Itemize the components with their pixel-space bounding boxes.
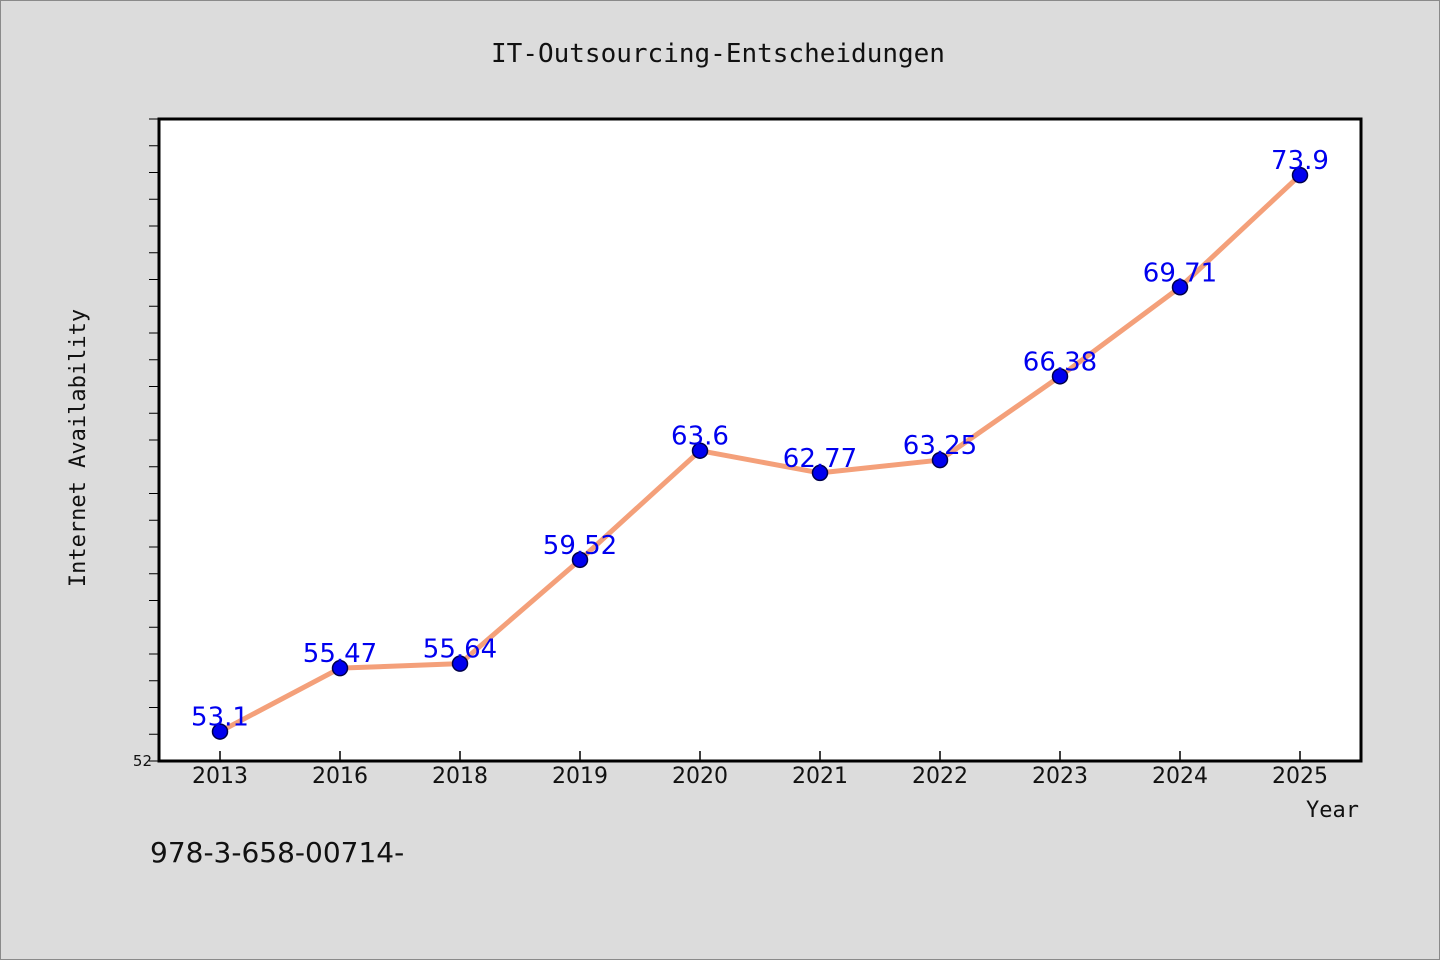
data-point	[211, 723, 229, 740]
data-label: 62.77	[783, 444, 857, 474]
data-point	[1291, 166, 1309, 184]
footer-code: 978-3-658-00714-	[150, 836, 404, 869]
data-point	[691, 442, 709, 459]
data-label: 63.6	[671, 422, 729, 452]
x-axis-label: Year	[1306, 798, 1359, 823]
data-label: 55.64	[423, 635, 497, 665]
x-tick-label: 2022	[912, 764, 968, 789]
data-label: 63.25	[903, 431, 977, 461]
x-tick-label: 2023	[1032, 764, 1088, 789]
x-tick-label: 2025	[1272, 764, 1328, 789]
data-point	[1171, 279, 1189, 296]
x-tick-label: 2013	[192, 764, 248, 789]
data-label: 69.71	[1143, 258, 1217, 288]
data-label: 55.47	[303, 639, 377, 669]
data-point	[811, 464, 829, 482]
data-point	[1051, 368, 1069, 385]
plot-area	[157, 117, 1363, 763]
data-point	[451, 655, 469, 672]
x-axis-ticks: 2013 2016 2018 2019 2020 2021 2022 2023 2024 2025	[192, 751, 1328, 789]
chart-title: IT-Outsourcing-Entscheidungen	[491, 39, 945, 69]
data-label: 66.38	[1023, 347, 1097, 377]
x-tick-label: 2021	[792, 764, 848, 789]
data-point	[331, 659, 349, 677]
data-label: 59.52	[543, 531, 617, 561]
y-axis-ticks	[149, 118, 159, 762]
x-tick-label: 2019	[552, 764, 608, 789]
x-tick-label: 2018	[432, 764, 488, 789]
data-label: 73.9	[1271, 146, 1329, 176]
y-axis-label: Internet Availability	[66, 309, 91, 587]
y-tick-label: 52	[133, 752, 152, 770]
data-point	[931, 451, 949, 469]
data-point	[571, 551, 589, 569]
series-layer: 53.1 55.47 55.64 59.52 63.6 62.77 63.25 66.38 69…	[191, 146, 1329, 740]
data-label: 53.1	[191, 703, 249, 733]
series-line	[217, 172, 1303, 735]
x-tick-label: 2020	[672, 764, 728, 789]
x-tick-label: 2024	[1152, 764, 1208, 789]
x-tick-label: 2016	[312, 764, 368, 789]
